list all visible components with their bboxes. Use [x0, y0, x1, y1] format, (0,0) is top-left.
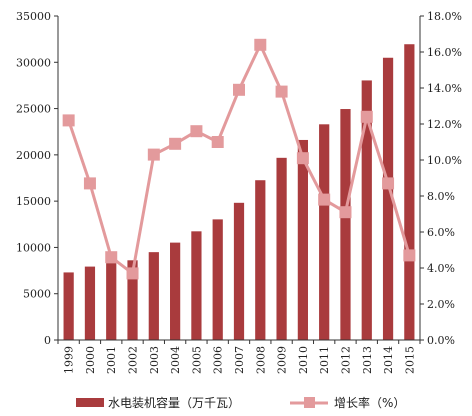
x-tick-label: 2004 — [169, 346, 182, 374]
growth-point-2005 — [190, 125, 203, 138]
growth-point-2007 — [233, 83, 245, 96]
bar-2014 — [382, 57, 394, 340]
bar-2008 — [255, 180, 266, 340]
bar-2001 — [106, 263, 117, 340]
x-tick-label: 2003 — [148, 346, 161, 374]
line-series — [62, 38, 416, 280]
right-tick-label: 10.0% — [427, 154, 462, 167]
left-tick-label: 15000 — [16, 195, 51, 208]
legend-swatch-bar — [76, 398, 104, 407]
bar-2013 — [361, 80, 372, 340]
right-tick-label: 0.0% — [427, 334, 455, 347]
right-tick-label: 4.0% — [427, 262, 455, 275]
x-tick-label: 2001 — [105, 346, 118, 374]
axes: 0 5000 10000 15000 20000 25000 30000 35000 0.0% 2… — [16, 10, 462, 374]
growth-point-2006 — [211, 136, 224, 148]
left-tick-label: 35000 — [16, 10, 51, 23]
bar-2015 — [404, 44, 415, 341]
x-tick-label: 2008 — [254, 346, 267, 374]
left-tick-label: 30000 — [16, 56, 51, 69]
right-tick-label: 18.0% — [427, 10, 462, 23]
x-tick-label: 2014 — [382, 346, 395, 374]
bar-1999 — [63, 272, 74, 340]
growth-point-1999 — [62, 114, 75, 127]
bar-series — [63, 44, 415, 341]
growth-point-2009 — [275, 85, 288, 98]
growth-point-2015 — [403, 249, 416, 262]
left-tick-label: 10000 — [16, 241, 51, 254]
right-tick-label: 12.0% — [427, 118, 462, 131]
x-tick-label: 2015 — [403, 346, 416, 374]
left-tick-label: 5000 — [23, 288, 51, 301]
bar-2002 — [127, 260, 138, 340]
left-tick-label: 20000 — [16, 149, 51, 162]
x-tick-label: 2000 — [84, 346, 97, 374]
x-tick-label: 2005 — [190, 346, 203, 374]
growth-point-2013 — [360, 110, 373, 123]
bar-2011 — [319, 124, 330, 341]
x-tick-label: 2006 — [212, 346, 225, 374]
bar-2007 — [233, 202, 245, 340]
growth-point-2003 — [147, 148, 160, 161]
x-tick-label: 2007 — [233, 346, 246, 374]
right-tick-label: 6.0% — [427, 226, 455, 239]
bar-2004 — [170, 242, 181, 340]
growth-point-2012 — [339, 206, 352, 219]
right-tick-label: 8.0% — [427, 190, 455, 203]
x-tick-label: 2009 — [276, 346, 289, 374]
bar-2010 — [297, 139, 308, 340]
legend-swatch-marker — [304, 397, 315, 408]
x-tick-label: 2013 — [361, 346, 374, 374]
bar-2012 — [340, 109, 351, 340]
left-tick-label: 25000 — [16, 103, 51, 116]
growth-point-2014 — [382, 177, 395, 190]
x-tick-label: 2011 — [318, 346, 331, 374]
legend: 水电装机容量（万千瓦） 增长率（%） — [76, 395, 405, 410]
growth-point-2004 — [169, 137, 182, 150]
x-tick-label: 2012 — [339, 346, 352, 374]
x-tick-label: 2010 — [297, 346, 310, 374]
right-tick-label: 14.0% — [427, 82, 462, 95]
left-tick-label: 0 — [44, 334, 51, 347]
bar-2000 — [84, 266, 96, 340]
x-tick-label: 1999 — [63, 346, 76, 374]
bar-2003 — [148, 252, 159, 340]
bar-2005 — [191, 231, 202, 340]
growth-point-2000 — [83, 177, 96, 190]
bar-2009 — [276, 157, 287, 340]
growth-point-2010 — [296, 152, 309, 165]
growth-point-2001 — [105, 251, 118, 264]
growth-point-2002 — [126, 267, 139, 280]
right-tick-label: 16.0% — [427, 46, 462, 59]
x-tick-label: 2002 — [127, 346, 140, 374]
growth-point-2008 — [254, 38, 267, 51]
legend-label-line: 增长率（%） — [334, 395, 405, 410]
growth-point-2011 — [318, 193, 331, 206]
right-tick-label: 2.0% — [427, 298, 455, 311]
legend-label-bar: 水电装机容量（万千瓦） — [108, 395, 240, 410]
bar-2006 — [212, 219, 223, 340]
